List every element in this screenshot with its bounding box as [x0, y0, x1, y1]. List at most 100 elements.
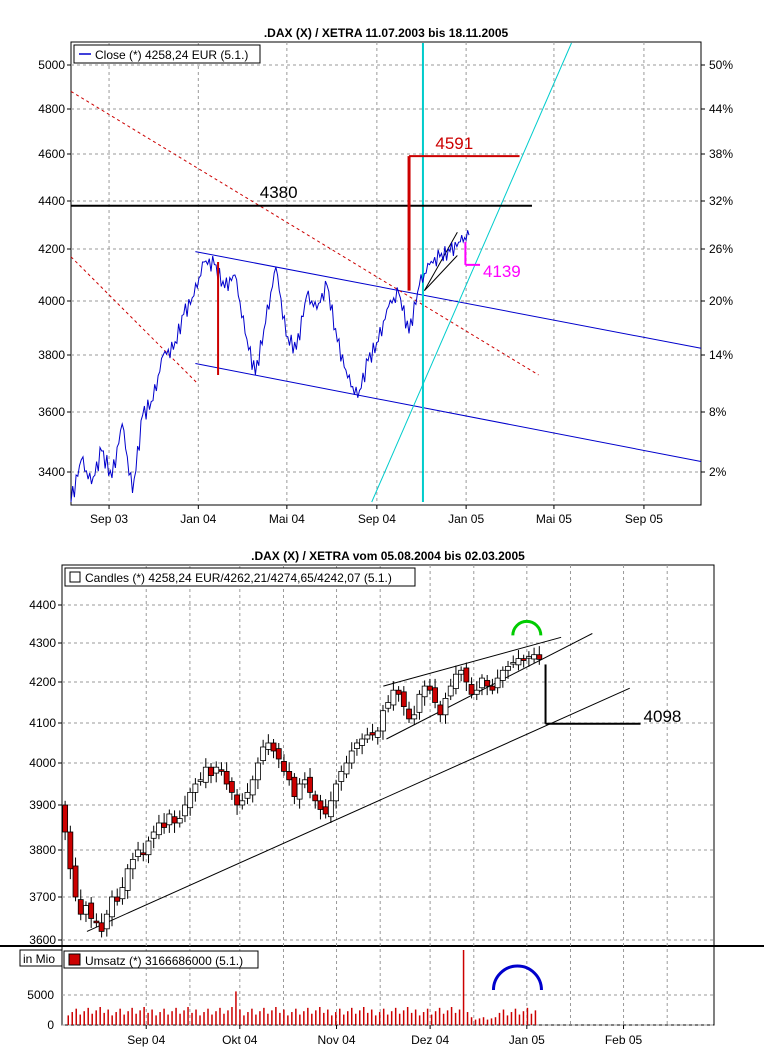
y-tick-label: 4200 [29, 675, 56, 689]
channel-lower [195, 363, 702, 462]
candle-body [447, 685, 454, 697]
channel-upper [195, 251, 702, 349]
candle-body [244, 792, 251, 799]
candle-body [192, 783, 199, 793]
candle-body [406, 708, 412, 720]
candle-body [416, 693, 423, 713]
wedge-lower [424, 255, 458, 291]
candle-body [380, 710, 386, 732]
grid [71, 42, 701, 505]
candle-body [213, 766, 220, 774]
y-tick-label: 4400 [38, 194, 65, 208]
candle-body [171, 816, 178, 824]
candle-body [317, 800, 324, 810]
candle-body [437, 704, 444, 716]
axis-ticks: Sep 03 Jan 04 Mai 04 Sep 04 Jan 05 Mai 05 Sep … [38, 58, 733, 526]
candle-body [296, 783, 303, 800]
legend-label: Candles (*) 4258,24 EUR/4262,21/4274,65/… [85, 571, 392, 585]
y-tick-label-right: 2% [709, 465, 727, 479]
candle-body [161, 822, 168, 828]
candle-body [489, 685, 496, 691]
plot-area-frame [70, 41, 702, 506]
candle-body [176, 818, 183, 824]
volume-ylabel: in Mio [23, 952, 55, 966]
chart-title: .DAX (X) / XETRA vom 05.08.2004 bis 02.0… [251, 549, 525, 563]
candle-body [140, 852, 147, 856]
candle-body [218, 769, 225, 772]
candle-body [499, 669, 506, 681]
candle-body [484, 680, 491, 687]
y-tick-label: 4200 [38, 242, 65, 256]
candle-body [145, 840, 152, 856]
candle-body [426, 685, 433, 691]
y-tick-label: 3600 [29, 933, 56, 947]
candle-body [453, 673, 459, 689]
candle-body [421, 685, 428, 698]
candle-body [156, 822, 162, 836]
candle-body [338, 771, 345, 782]
x-tick-label: Dez 04 [411, 1033, 449, 1047]
candle-body [348, 750, 355, 764]
x-tick-label: Feb 05 [605, 1033, 643, 1047]
y-tick-label: 3600 [38, 405, 65, 419]
trend-lines [70, 42, 702, 503]
y-tick-label: 5000 [38, 58, 65, 72]
candle-body [442, 698, 449, 716]
legend-box: Close (*) 4258,24 EUR (5.1.) [73, 44, 261, 64]
x-tick-label: Jan 05 [448, 512, 484, 526]
candle-body [281, 761, 287, 772]
y-tick-label-right: 38% [709, 147, 733, 161]
x-tick-label: Mai 04 [269, 512, 305, 526]
candle-body [327, 800, 334, 818]
annotations: 4380 4591 4139 [71, 134, 532, 375]
candle-body [354, 742, 360, 749]
level-4380-label: 4380 [260, 183, 298, 202]
candle-body [249, 779, 256, 796]
candle-body [531, 654, 537, 660]
candle-body [234, 794, 240, 806]
x-tick-label: Mai 05 [536, 512, 572, 526]
cyan-trend [371, 42, 572, 503]
candle-body [312, 794, 319, 802]
candle-body [223, 771, 230, 785]
y-tick-label-right: 44% [709, 102, 733, 116]
candle-body [468, 684, 475, 695]
candle-body [270, 742, 277, 752]
candle-body [505, 666, 511, 671]
target-4098-label: 4098 [644, 707, 682, 726]
candle-body [286, 771, 293, 781]
y-tick-label: 4800 [38, 102, 65, 116]
candle-body [343, 762, 350, 775]
candle-body [510, 662, 517, 665]
x-tick-label: Sep 03 [90, 512, 128, 526]
close-series [70, 230, 470, 503]
x-tick-label: Jan 05 [509, 1033, 545, 1047]
y-tick-label: 3800 [38, 348, 65, 362]
candle-body [520, 658, 527, 661]
candle-body [322, 806, 329, 815]
candle-body [275, 748, 282, 760]
x-tick-label: Jan 04 [180, 512, 216, 526]
candle-body [494, 677, 501, 689]
candle-body [88, 902, 95, 919]
candle-body [103, 913, 110, 930]
candle-body [129, 859, 136, 870]
y-tick-label-right: 26% [709, 242, 733, 256]
support-line-long [86, 687, 630, 932]
candle-body [239, 800, 246, 806]
x-tick-label: Nov 04 [318, 1033, 356, 1047]
x-tick-label: Sep 04 [127, 1033, 165, 1047]
volume-bars [67, 950, 537, 1025]
y-tick-label: 3700 [29, 890, 56, 904]
candle-body [182, 804, 188, 817]
y-tick-label: 4300 [29, 636, 56, 650]
candles [62, 646, 543, 938]
candle-body [265, 742, 272, 750]
candle-body [208, 766, 214, 777]
wedge-upper [423, 231, 458, 291]
candle-body [187, 792, 194, 809]
candle-body [83, 905, 89, 915]
candle-body [374, 730, 381, 738]
candle-body [166, 813, 173, 826]
blue-arc [491, 964, 543, 991]
